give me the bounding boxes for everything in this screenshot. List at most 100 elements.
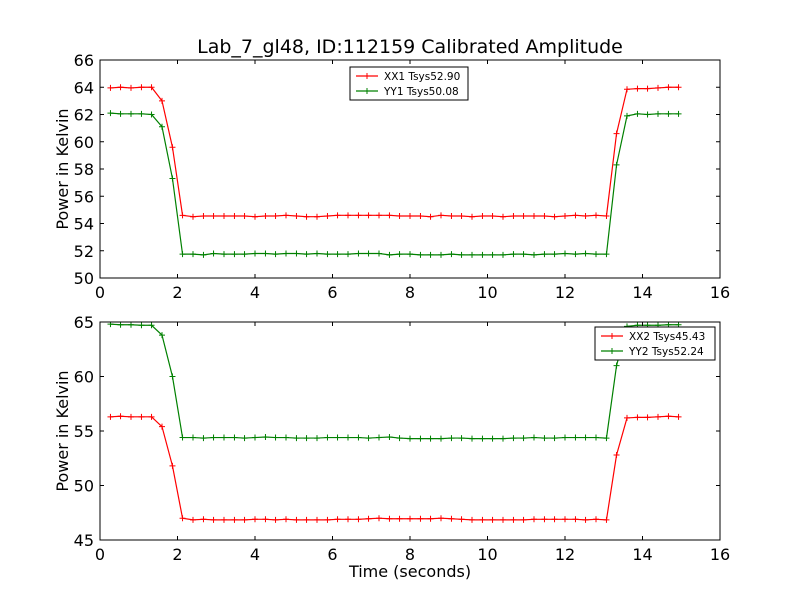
data-point-marker — [283, 516, 289, 523]
legend-entry-label: YY2 Tsys52.24 — [628, 346, 704, 358]
data-point-marker — [427, 251, 434, 258]
data-point-marker — [665, 110, 672, 117]
data-point-marker — [551, 516, 558, 523]
x-tick-label: 10 — [477, 545, 497, 564]
legend-entry-label: XX2 Tsys45.43 — [629, 331, 705, 343]
data-point-marker — [562, 213, 568, 220]
data-point-marker — [345, 212, 351, 219]
data-point-marker — [107, 413, 114, 420]
data-point-marker — [458, 251, 465, 258]
data-point-marker — [148, 111, 155, 118]
data-point-marker — [603, 435, 610, 442]
data-point-marker — [148, 84, 155, 91]
series-1-group — [107, 84, 682, 220]
data-point-marker — [262, 250, 269, 257]
data-point-marker — [221, 516, 227, 523]
legend-swatch-marker — [364, 88, 370, 94]
data-point-marker — [355, 212, 362, 219]
data-point-marker — [541, 213, 548, 220]
data-point-marker — [262, 433, 269, 440]
data-point-marker — [272, 213, 279, 220]
data-point-marker — [221, 213, 227, 220]
y-tick-label: 56 — [74, 187, 94, 206]
y-tick-label: 52 — [74, 242, 94, 261]
data-point-marker — [148, 413, 155, 420]
data-point-marker — [314, 435, 320, 442]
data-point-marker — [376, 515, 382, 522]
data-point-marker — [562, 250, 568, 257]
data-point-marker — [334, 516, 341, 523]
data-point-marker — [489, 213, 496, 220]
data-point-marker — [562, 434, 568, 441]
data-point-marker — [283, 212, 289, 219]
data-point-marker — [603, 516, 610, 523]
data-point-marker — [376, 212, 382, 219]
data-point-marker — [407, 435, 413, 442]
data-point-marker — [386, 433, 393, 440]
data-point-marker — [148, 322, 155, 329]
data-point-marker — [231, 434, 238, 441]
data-point-marker — [200, 435, 207, 442]
data-point-marker — [417, 251, 424, 258]
data-point-marker — [128, 413, 134, 420]
data-point-marker — [138, 413, 145, 420]
data-point-marker — [210, 250, 217, 257]
data-point-marker — [355, 250, 362, 257]
data-point-marker — [169, 175, 176, 182]
data-point-marker — [644, 414, 651, 421]
data-point-marker — [334, 251, 341, 258]
data-point-marker — [179, 212, 186, 219]
data-point-marker — [665, 84, 672, 91]
data-point-marker — [551, 213, 558, 220]
data-point-marker — [314, 213, 320, 220]
data-point-marker — [438, 251, 444, 258]
data-point-marker — [117, 110, 124, 117]
data-point-marker — [159, 123, 165, 130]
data-point-marker — [252, 434, 258, 441]
x-tick-label: 6 — [327, 283, 337, 302]
data-point-marker — [272, 251, 279, 258]
data-point-marker — [231, 213, 238, 220]
data-point-marker — [510, 251, 517, 258]
data-point-marker — [655, 110, 661, 117]
data-point-marker — [200, 251, 207, 258]
data-point-marker — [252, 250, 258, 257]
y-tick-label: 55 — [74, 422, 94, 441]
data-point-marker — [293, 516, 300, 523]
data-point-marker — [376, 250, 382, 257]
data-point-marker — [582, 516, 589, 523]
x-tick-label: 4 — [250, 283, 260, 302]
data-point-marker — [365, 212, 372, 219]
data-point-marker — [572, 251, 579, 258]
data-point-marker — [520, 213, 527, 220]
y-tick-label: 60 — [74, 368, 94, 387]
x-tick-label: 0 — [95, 545, 105, 564]
legend: XX2 Tsys45.43 YY2 Tsys52.24 — [594, 326, 716, 361]
data-point-marker — [365, 250, 372, 257]
data-point-marker — [324, 434, 331, 441]
data-point-marker — [500, 435, 506, 442]
data-point-marker — [241, 516, 248, 523]
data-point-marker — [479, 213, 486, 220]
data-point-marker — [179, 434, 186, 441]
data-point-marker — [551, 251, 558, 258]
data-point-marker — [458, 213, 465, 220]
data-point-marker — [138, 84, 145, 91]
data-point-marker — [407, 213, 413, 220]
data-point-marker — [541, 516, 548, 523]
data-point-marker — [200, 213, 207, 220]
data-point-marker — [272, 516, 279, 523]
data-point-marker — [334, 212, 341, 219]
data-point-marker — [510, 516, 517, 523]
x-tick-label: 2 — [172, 545, 182, 564]
data-point-marker — [159, 97, 165, 104]
data-point-marker — [644, 85, 651, 92]
data-point-marker — [675, 413, 682, 420]
data-point-marker — [107, 84, 114, 91]
data-point-marker — [675, 110, 682, 117]
data-point-marker — [314, 250, 320, 257]
plot-panel-2: 0 2 4 6 8 10 12 14 16 45 50 55 60 65 Power in Kelvin Ti… — [53, 313, 730, 581]
data-point-marker — [386, 212, 393, 219]
data-point-marker — [624, 86, 630, 93]
